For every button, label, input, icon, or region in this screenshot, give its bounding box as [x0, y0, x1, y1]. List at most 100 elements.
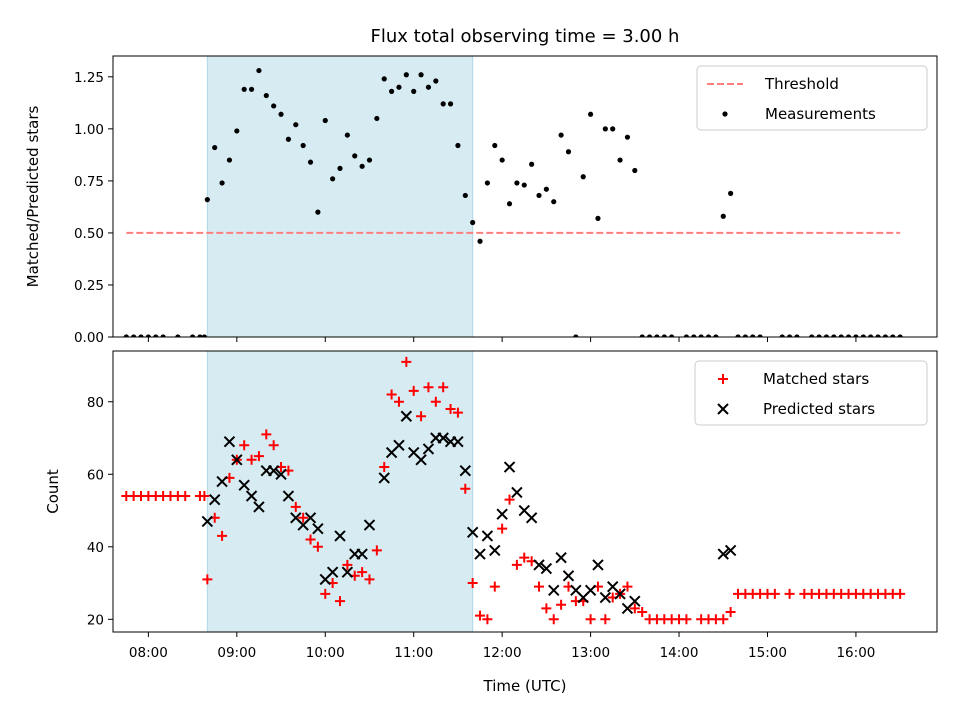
measurement-point	[381, 76, 387, 82]
measurement-point	[300, 142, 306, 149]
predicted-stars-point	[363, 519, 376, 531]
measurement-point	[190, 334, 196, 337]
measurement-point	[587, 111, 594, 117]
measurement-point	[646, 334, 653, 337]
measurement-point	[654, 334, 660, 337]
y-tick-label: 0.50	[74, 226, 104, 242]
matched-stars-point	[637, 607, 648, 618]
measurement-point	[558, 132, 564, 138]
matched-stars-point	[784, 588, 795, 599]
x-tick-label: 08:00	[129, 645, 168, 661]
matched-stars-point	[504, 494, 515, 505]
matched-stars-point	[199, 491, 210, 502]
matched-stars-point	[681, 614, 692, 625]
predicted-stars-point	[474, 548, 486, 560]
x-tick-label: 16:00	[836, 645, 875, 661]
predicted-stars-point	[356, 548, 368, 560]
measurement-point	[698, 334, 704, 337]
measurement-point	[201, 334, 207, 337]
measurement-point	[853, 334, 859, 337]
measurement-point	[344, 132, 350, 138]
measurement-point	[226, 157, 233, 163]
ratio-panel: 0.00 0.25 0.50 0.75 1.00 1.25 Matched/Predicte…	[24, 55, 938, 346]
matched-stars-point	[371, 545, 382, 556]
measurement-point	[742, 334, 748, 337]
matched-stars-point	[357, 567, 368, 578]
chart-title: Flux total observing time = 3.00 h	[371, 26, 680, 47]
observing-window-span	[206, 55, 474, 338]
measurement-point	[683, 334, 690, 337]
measurement-point	[337, 165, 343, 171]
matched-stars-point	[519, 552, 530, 563]
measurement-point	[529, 161, 535, 167]
predicted-stars-point	[216, 475, 228, 488]
matched-stars-point	[261, 429, 272, 440]
predicted-stars-point	[503, 461, 516, 473]
measurement-point	[374, 115, 380, 122]
measurement-point	[138, 334, 144, 337]
predicted-stars-point	[548, 584, 560, 597]
measurement-point	[123, 334, 129, 337]
matched-stars-point	[600, 614, 611, 625]
x-tick-label: 14:00	[660, 645, 699, 661]
measurement-point	[411, 88, 417, 94]
legend-label: Measurements	[765, 105, 876, 123]
y-tick-label: 0.00	[74, 330, 104, 346]
measurement-point	[366, 157, 373, 163]
predicted-stars-point	[304, 512, 317, 524]
measurement-point	[271, 103, 277, 109]
predicted-stars-point	[223, 435, 236, 448]
matched-stars-point	[452, 407, 463, 418]
measurement-point	[573, 334, 579, 337]
measurement-point	[514, 180, 520, 186]
measurement-point	[831, 334, 837, 337]
matched-stars-point	[202, 574, 213, 585]
observing-window-span	[206, 350, 474, 633]
measurement-point	[285, 136, 292, 142]
measurement-point	[661, 334, 667, 337]
predicted-stars-point	[341, 566, 354, 578]
measurement-point	[816, 334, 822, 337]
measurement-point	[330, 176, 336, 182]
predicted-stars-point	[724, 544, 737, 557]
measurement-point	[248, 86, 255, 92]
legend-matched-swatch	[718, 374, 728, 384]
matched-stars-point	[408, 385, 419, 396]
measurement-point	[779, 334, 785, 337]
measurement-point	[403, 72, 409, 78]
matched-stars-point	[725, 607, 736, 618]
matched-stars-point	[335, 596, 346, 607]
measurement-point	[536, 192, 542, 199]
predicted-stars-point	[555, 551, 567, 564]
matched-stars-point	[320, 588, 331, 599]
matched-stars-point	[585, 614, 596, 625]
y-tick-label: 1.25	[74, 70, 104, 86]
matched-stars-point	[416, 411, 427, 422]
predicted-stars-point	[540, 562, 553, 575]
measurement-point	[617, 157, 623, 163]
measurement-point	[669, 334, 675, 337]
predicted-stars-point	[378, 472, 390, 484]
predicted-stars-point	[326, 566, 339, 578]
measurement-point	[212, 144, 218, 151]
y-tick-label: 0.25	[74, 278, 104, 294]
x-tick-label: 10:00	[306, 645, 345, 661]
measurement-point	[484, 180, 491, 186]
measurement-point	[845, 334, 852, 337]
predicted-stars-point	[629, 595, 641, 607]
matched-stars-point	[541, 603, 552, 614]
legend-label: Matched stars	[763, 370, 869, 388]
measurement-point	[153, 334, 159, 337]
predicted-stars-point	[459, 464, 472, 477]
matched-stars-point	[430, 396, 441, 407]
matched-stars-point	[239, 440, 250, 451]
measurement-point	[580, 174, 586, 180]
measurement-point	[543, 186, 549, 192]
measurement-point	[809, 334, 815, 337]
measurement-point	[462, 192, 468, 199]
matched-stars-point	[467, 578, 478, 589]
measurement-point	[868, 334, 874, 337]
measurement-point	[521, 182, 527, 188]
measurement-point	[396, 84, 402, 90]
predicted-stars-point	[231, 454, 243, 466]
